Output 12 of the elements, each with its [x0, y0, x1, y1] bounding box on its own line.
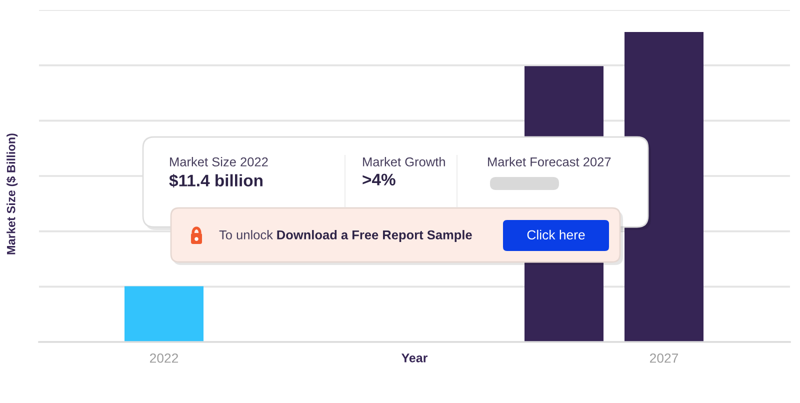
- x-axis-title: Year: [402, 354, 428, 362]
- annotation: Download a Free Report Sample: [277, 230, 472, 242]
- annotation: Market Forecast 2027: [488, 157, 611, 166]
- annotation: To unlock: [219, 230, 273, 240]
- annotation: Market Size 2022: [170, 157, 268, 166]
- annotation: >4%: [362, 174, 396, 186]
- y-axis-title: Market Size ($ Billion): [6, 134, 18, 254]
- annotation: Click here: [527, 230, 585, 240]
- annotation: $11.4 billion: [169, 174, 262, 188]
- x-tick-label: 2027: [650, 353, 678, 363]
- annotation: Market Growth: [363, 157, 445, 166]
- x-tick-label: 2022: [150, 353, 178, 363]
